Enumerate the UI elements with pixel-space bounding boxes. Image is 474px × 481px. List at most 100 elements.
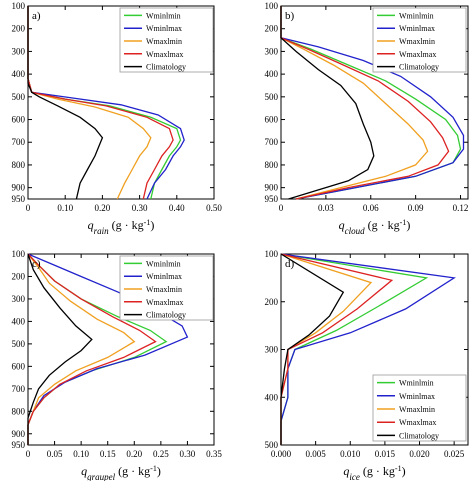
legend-label: Wmaxlmin	[146, 37, 182, 46]
x-tick-label: 0.015	[375, 449, 396, 459]
y-tick-label: 100	[12, 1, 26, 11]
series-line-wmaxlmin	[280, 6, 429, 200]
y-tick-label: 100	[12, 249, 26, 259]
x-tick-label: 0.020	[409, 449, 430, 459]
legend-box	[372, 374, 467, 442]
x-tick-label: 0.30	[180, 449, 196, 459]
y-tick-label: 200	[265, 24, 279, 34]
panel-4: 0.000 0.005 0.010 0.015 0.020 0.025 100 200 300 4…	[265, 249, 469, 481]
panel-letter: a)	[32, 10, 41, 22]
legend-label: Climatology	[399, 63, 439, 72]
y-tick-label: 500	[12, 92, 26, 102]
panel-2: 0 0.03 0.06 0.09 0.12 100 200 300 400 500 600 700 80…	[265, 1, 469, 236]
series-line-wminlmax	[280, 253, 456, 445]
y-tick-label: 300	[12, 294, 26, 304]
x-tick-label: 0.20	[126, 449, 142, 459]
x-tick-label: 0.010	[340, 449, 361, 459]
x-tick-label: 0.05	[47, 449, 63, 459]
y-tick-label: 400	[12, 316, 26, 326]
legend-label: Wmaxlmin	[399, 37, 435, 46]
x-tick-label: 0	[26, 203, 31, 213]
legend-box	[119, 7, 214, 73]
y-tick-label: 600	[265, 115, 279, 125]
x-tick-label: 0.10	[57, 203, 73, 213]
x-tick-label: 0.50	[206, 203, 222, 213]
legend-label: Wminlmin	[146, 259, 181, 268]
y-tick-label: 500	[265, 92, 279, 102]
series-line-climatology	[280, 6, 375, 200]
y-tick-label: 100	[265, 1, 279, 11]
panel-3: 0 0.05 0.10 0.15 0.20 0.25 0.30 0.35 100 200 300 40…	[12, 249, 223, 481]
y-tick-label: 900	[12, 183, 26, 193]
series-line-climatology	[27, 253, 93, 445]
x-tick-label: 0.06	[363, 203, 379, 213]
x-tick-label: 0.005	[306, 449, 327, 459]
y-tick-label: 500	[265, 440, 279, 450]
axes-frame	[280, 5, 469, 200]
y-tick-label: 400	[265, 392, 279, 402]
y-tick-label: 300	[265, 345, 279, 355]
legend-label: Wmaxlmin	[399, 405, 435, 414]
x-axis-label: qrain (g · kg-1)	[88, 218, 155, 237]
legend-label: Wminlmin	[146, 11, 181, 20]
x-tick-label: 0.25	[153, 449, 169, 459]
axes-frame	[27, 253, 215, 446]
x-tick-label: 0.40	[169, 203, 185, 213]
legend-label: Climatology	[146, 63, 186, 72]
y-tick-label: 500	[12, 339, 26, 349]
y-tick-label: 700	[12, 384, 26, 394]
x-tick-label: 0	[279, 203, 284, 213]
series-line-wmaxlmax	[280, 6, 450, 200]
y-tick-label: 700	[12, 137, 26, 147]
legend-label: Wmaxlmax	[399, 50, 436, 59]
legend: Wminlmin Wminlmax Wmaxlmin Wmaxlmax Climatol…	[119, 7, 214, 73]
y-tick-label: 400	[12, 69, 26, 79]
x-tick-label: 0.12	[453, 203, 469, 213]
series-line-wmaxlmax	[27, 253, 157, 445]
series-line-climatology	[27, 6, 104, 200]
y-tick-label: 900	[265, 183, 279, 193]
y-tick-label: 800	[12, 160, 26, 170]
y-tick-label: 800	[265, 160, 279, 170]
x-axis-label: qgraupel (g · kg-1)	[81, 464, 161, 481]
y-tick-label: 300	[12, 46, 26, 56]
x-axis-label: qcloud (g · kg-1)	[339, 218, 411, 237]
legend-label: Wminlmax	[399, 392, 435, 401]
y-tick-label: 200	[265, 297, 279, 307]
x-tick-label: 0.09	[408, 203, 424, 213]
x-tick-label: 0.03	[318, 203, 334, 213]
y-tick-label: 600	[12, 115, 26, 125]
y-tick-label: 900	[12, 429, 26, 439]
legend-box	[119, 255, 214, 321]
y-tick-label: 600	[12, 361, 26, 371]
legend: Wminlmin Wminlmax Wmaxlmin Wmaxlmax Climatol…	[372, 7, 467, 73]
legend-box	[372, 7, 467, 73]
legend-label: Wmaxlmax	[146, 50, 183, 59]
panel-letter: c)	[32, 258, 41, 270]
series-line-wminlmax	[280, 6, 465, 200]
legend-label: Wminlmin	[399, 379, 434, 388]
series-line-wmaxlmin	[27, 253, 136, 445]
x-tick-label: 0.30	[132, 203, 148, 213]
legend-label: Wmaxlmax	[146, 298, 183, 307]
series-line-climatology	[280, 253, 345, 445]
legend-label: Climatology	[146, 311, 186, 320]
y-tick-label: 300	[265, 46, 279, 56]
panel-letter: d)	[285, 258, 295, 270]
panel-letter: b)	[285, 10, 295, 22]
y-tick-label: 800	[12, 406, 26, 416]
y-tick-label: 950	[12, 440, 26, 450]
y-tick-label: 100	[265, 249, 279, 259]
x-tick-label: 0.20	[95, 203, 111, 213]
y-tick-label: 200	[12, 24, 26, 34]
y-tick-label: 950	[265, 194, 279, 204]
legend-label: Wminlmax	[146, 24, 182, 33]
y-tick-label: 950	[12, 194, 26, 204]
x-tick-label: 0.35	[206, 449, 222, 459]
axes-frame	[27, 5, 215, 200]
y-tick-label: 200	[12, 271, 26, 281]
y-tick-label: 400	[265, 69, 279, 79]
legend-label: Climatology	[399, 431, 439, 440]
x-axis-label: qice (g · kg-1)	[343, 464, 405, 481]
